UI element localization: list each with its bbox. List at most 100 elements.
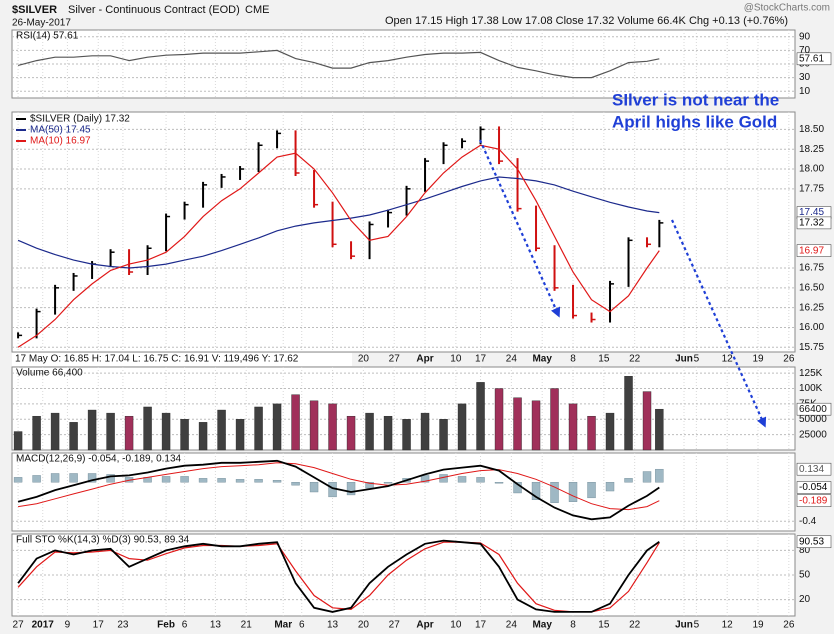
- x-tick-label: 12: [722, 620, 734, 631]
- panel-label: RSI(14) 57.61: [16, 31, 79, 42]
- volume-bar: [420, 412, 430, 451]
- macd-histogram-bar: [568, 482, 578, 502]
- volume-bar: [476, 382, 485, 451]
- volume-bar: [513, 397, 522, 451]
- series-line: [17, 541, 660, 613]
- x-tick-label: Jun: [675, 620, 693, 631]
- macd-histogram-bar: [309, 482, 319, 493]
- y-tick-label: 17.75: [799, 183, 824, 194]
- x-tick-label: 22: [629, 620, 641, 631]
- macd-histogram-bar: [642, 471, 652, 483]
- date-row-label: May: [532, 354, 552, 365]
- x-tick-label: 9: [65, 620, 71, 631]
- macd-histogram-bar: [624, 478, 633, 483]
- macd-histogram-bar: [457, 476, 467, 483]
- panel-label: Volume 66,400: [16, 368, 83, 379]
- volume-bar: [383, 415, 393, 451]
- last-value-label: 66400: [799, 404, 827, 415]
- quote: Open 17.15 High 17.38 Low 17.08 Close 17…: [385, 15, 788, 27]
- macd-histogram-bar: [198, 478, 208, 483]
- y-tick-label: 90: [799, 31, 811, 42]
- volume-bar: [328, 403, 337, 451]
- y-tick-label: 15.75: [799, 342, 824, 353]
- volume-bar: [531, 400, 541, 451]
- macd-histogram-bar: [13, 477, 23, 483]
- volume-bar: [13, 431, 23, 451]
- date-row-label: 22: [629, 354, 641, 365]
- y-tick-label: 18.50: [799, 124, 824, 135]
- last-value-box: [796, 52, 832, 66]
- volume-bar: [124, 415, 134, 451]
- x-tick-label: Apr: [416, 620, 433, 631]
- volume-bar: [143, 406, 152, 451]
- last-value-label: 90.53: [799, 536, 824, 547]
- volume-bar: [587, 415, 596, 451]
- y-tick-label: 80: [799, 545, 811, 556]
- y-tick-label: 18.25: [799, 144, 824, 155]
- last-value-label: 16.97: [799, 245, 824, 256]
- x-tick-label: 27: [389, 620, 401, 631]
- volume-bar: [457, 403, 467, 451]
- x-tick-label: 8: [570, 620, 576, 631]
- exchange: CME: [245, 4, 269, 16]
- macd-histogram-bar: [365, 482, 374, 489]
- volume-bar: [32, 415, 41, 451]
- last-value-box: [796, 481, 832, 494]
- trend-arrow: [478, 139, 561, 318]
- panel: [11, 452, 796, 532]
- macd-histogram-bar: [32, 475, 41, 483]
- macd-histogram-bar: [50, 473, 60, 483]
- macd-histogram-bar: [420, 475, 430, 483]
- volume-bar: [180, 419, 189, 451]
- y-tick-label: -0.4: [799, 516, 817, 527]
- last-value-label: 17.32: [799, 218, 824, 229]
- macd-histogram-bar: [217, 478, 226, 483]
- volume-bar: [235, 419, 245, 451]
- last-value-label: 0.134: [799, 464, 824, 475]
- panels: 90 70 50 30 10 57.61 RSI(14) 57.61 18.50 18.25 18…: [11, 29, 832, 631]
- macd-histogram-bar: [476, 477, 485, 483]
- macd-histogram-bar: [69, 473, 78, 483]
- macd-histogram-bar: [550, 482, 559, 503]
- y-tick-label: 50: [799, 570, 811, 581]
- date-row-label: 8: [570, 354, 576, 365]
- date-row-label: Jun: [675, 354, 693, 365]
- x-tick-label: 19: [752, 620, 764, 631]
- x-tick-label: 5: [694, 620, 700, 631]
- macd-histogram-bar: [87, 473, 97, 483]
- y-tick-label: 16.75: [799, 263, 824, 274]
- x-tick-label: 13: [327, 620, 339, 631]
- series-line: [17, 176, 660, 269]
- panel-label: MACD(12,26,9) -0.054, -0.189, 0.134: [16, 454, 182, 465]
- volume-bar: [642, 391, 652, 451]
- series-line: [17, 144, 660, 348]
- last-value-box: [796, 494, 832, 507]
- x-tick-label: 2017: [32, 620, 55, 631]
- last-value-label: 57.61: [799, 53, 824, 64]
- x-tick-label: 24: [506, 620, 518, 631]
- volume-bar: [291, 394, 300, 451]
- last-value-box: [796, 216, 832, 230]
- date-row-label: 19: [752, 354, 764, 365]
- x-tick-label: 6: [182, 620, 188, 631]
- volume-bar: [550, 388, 559, 451]
- panel: [11, 111, 796, 353]
- volume-bar: [198, 422, 208, 451]
- volume-bar: [50, 412, 60, 451]
- x-tick-label: Feb: [157, 620, 175, 631]
- volume-bar: [402, 419, 411, 451]
- date-row-label: 26: [783, 354, 795, 365]
- macd-histogram-bar: [494, 482, 504, 484]
- date-row-label: 24: [506, 354, 518, 365]
- macd-histogram-bar: [383, 482, 393, 484]
- series-line: [17, 459, 660, 521]
- date-row-label: 15: [598, 354, 610, 365]
- date-row-label: Apr: [416, 354, 433, 365]
- date-row-label: 17: [475, 354, 487, 365]
- series-line: [17, 49, 660, 79]
- volume-bar: [494, 388, 504, 451]
- chart-date: 26-May-2017: [12, 18, 71, 29]
- volume-bar: [161, 412, 171, 451]
- date-row-label: 27: [389, 354, 401, 365]
